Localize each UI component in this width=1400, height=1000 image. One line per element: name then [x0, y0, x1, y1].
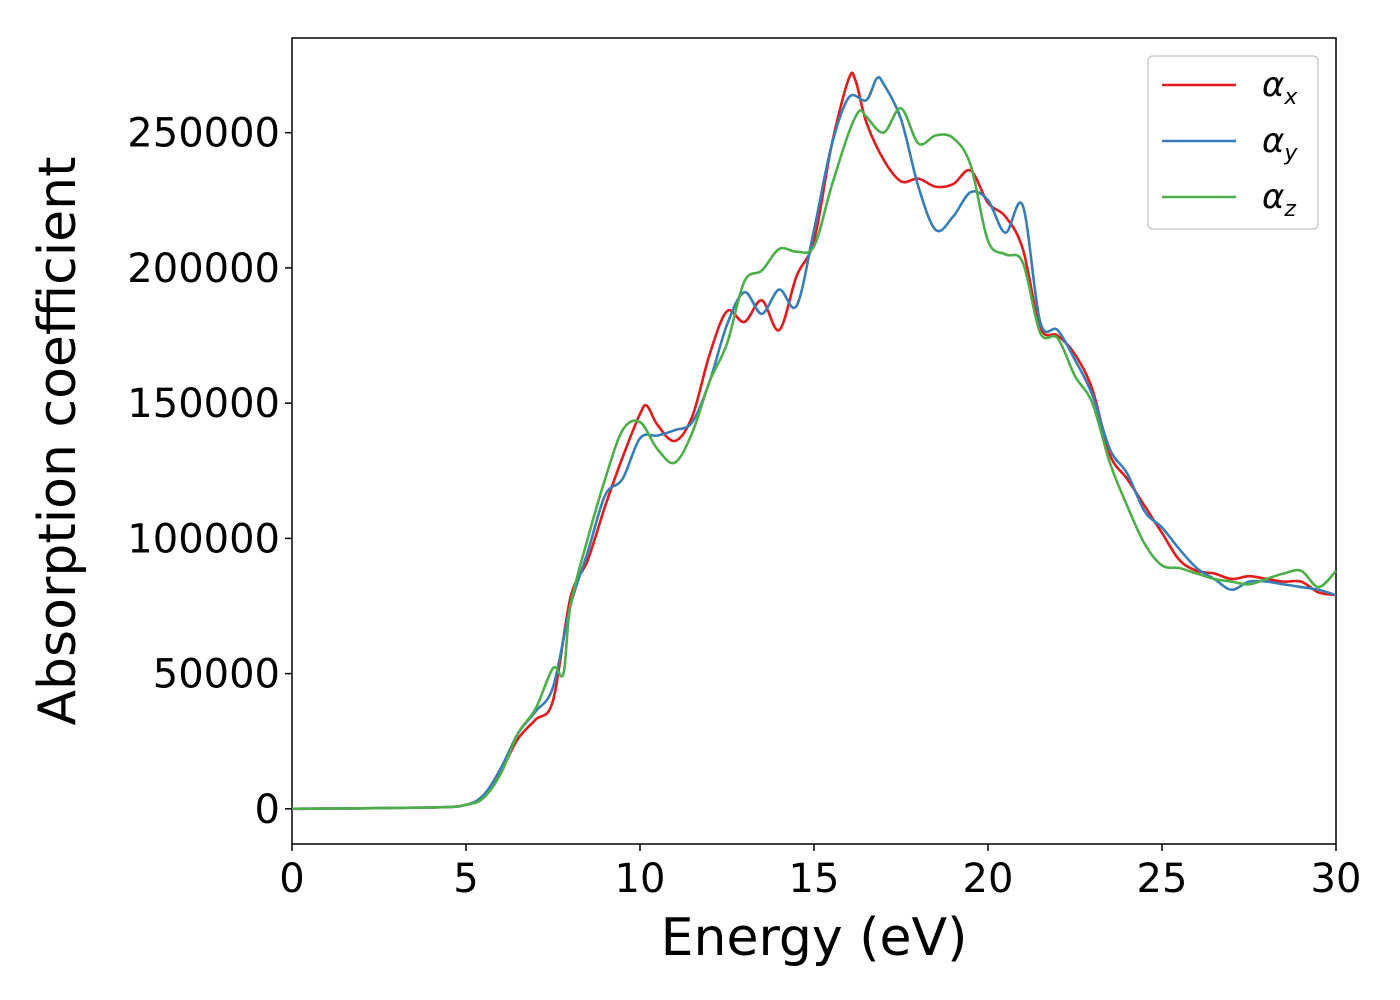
ticks-layer: 0 5 10 15 20 25 30 0 50000 100000 150000 200000 2500…	[127, 111, 1361, 902]
y-tick-label: 0	[255, 787, 280, 833]
x-tick-label: 10	[615, 856, 666, 902]
y-axis-label: Absorption coefficient	[28, 156, 88, 725]
x-tick-label: 5	[453, 856, 478, 902]
x-tick-label: 0	[279, 856, 304, 902]
y-tick-label: 50000	[153, 652, 280, 698]
y-tick-label: 100000	[127, 516, 280, 562]
legend-box	[1147, 55, 1319, 230]
x-tick-label: 20	[963, 856, 1014, 902]
series-line-alpha-z	[291, 107, 1337, 811]
y-tick-label: 250000	[127, 111, 280, 157]
x-tick-label: 30	[1311, 856, 1362, 902]
x-tick-label: 15	[789, 856, 840, 902]
y-tick-label: 150000	[127, 381, 280, 427]
x-tick-label: 25	[1137, 856, 1188, 902]
y-tick-label: 200000	[127, 246, 280, 292]
series-layer	[291, 71, 1337, 811]
x-axis-label: Energy (eV)	[661, 908, 968, 968]
series-line-alpha-y	[291, 76, 1337, 811]
